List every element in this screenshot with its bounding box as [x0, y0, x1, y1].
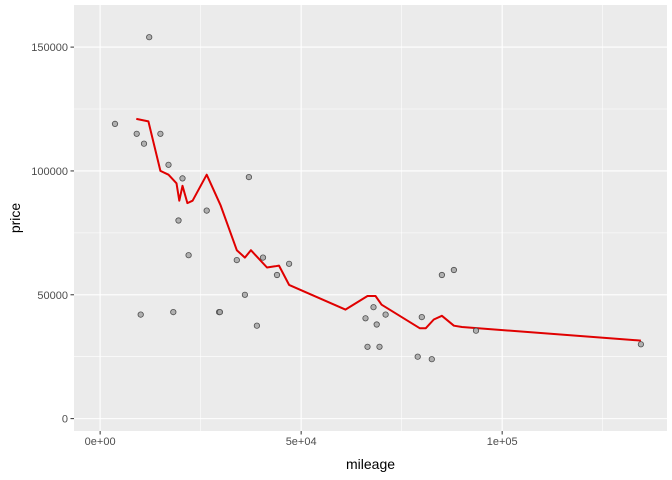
y-tick-label: 100000: [31, 166, 68, 178]
data-point: [253, 322, 260, 329]
data-point: [414, 353, 421, 360]
y-tick-label: 150000: [31, 42, 68, 54]
data-point: [370, 304, 377, 311]
data-point: [362, 315, 369, 322]
y-axis-ticks: 0 50000 100000 150000: [31, 42, 74, 426]
y-tick-label: 0: [62, 414, 68, 426]
data-point: [450, 266, 457, 274]
data-points-layer: [111, 34, 645, 363]
data-point: [245, 174, 252, 181]
data-point: [157, 130, 164, 137]
x-tick-label: 5e+04: [286, 436, 317, 448]
data-point: [133, 130, 140, 137]
data-point: [111, 120, 119, 128]
data-point: [259, 254, 267, 261]
data-point: [418, 313, 425, 321]
x-axis-ticks: 0e+00 5e+04 1e+05: [85, 431, 518, 448]
data-point: [273, 271, 281, 279]
data-point: [140, 140, 148, 147]
data-point: [241, 291, 248, 298]
data-point: [428, 356, 435, 363]
data-point: [203, 207, 210, 214]
data-point: [472, 327, 480, 334]
y-tick-label: 50000: [37, 290, 68, 302]
data-point: [165, 161, 172, 168]
data-point: [137, 311, 144, 318]
series-line: [136, 117, 641, 342]
x-tick-label: 0e+00: [85, 436, 116, 448]
x-axis-title: mileage: [346, 456, 395, 472]
data-point: [373, 321, 380, 328]
major-gridlines: [74, 5, 667, 431]
plot-panel: [74, 5, 667, 431]
data-point: [170, 308, 177, 316]
data-point: [233, 256, 240, 264]
data-point: [185, 252, 192, 259]
data-point: [637, 341, 645, 348]
trend-line-layer: [136, 117, 641, 342]
data-point: [382, 311, 389, 318]
data-point: [216, 308, 223, 316]
data-point: [285, 260, 293, 267]
data-point: [376, 343, 383, 350]
data-point: [146, 34, 153, 41]
data-point: [364, 343, 371, 350]
minor-gridlines: [74, 5, 667, 431]
x-tick-label: 1e+05: [487, 436, 518, 448]
data-point: [179, 175, 186, 182]
data-point: [175, 217, 182, 224]
data-point: [438, 271, 445, 279]
y-axis-title: price: [7, 203, 23, 234]
